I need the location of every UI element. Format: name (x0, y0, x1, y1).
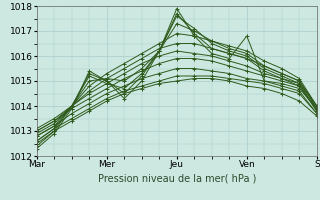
X-axis label: Pression niveau de la mer( hPa ): Pression niveau de la mer( hPa ) (98, 173, 256, 183)
